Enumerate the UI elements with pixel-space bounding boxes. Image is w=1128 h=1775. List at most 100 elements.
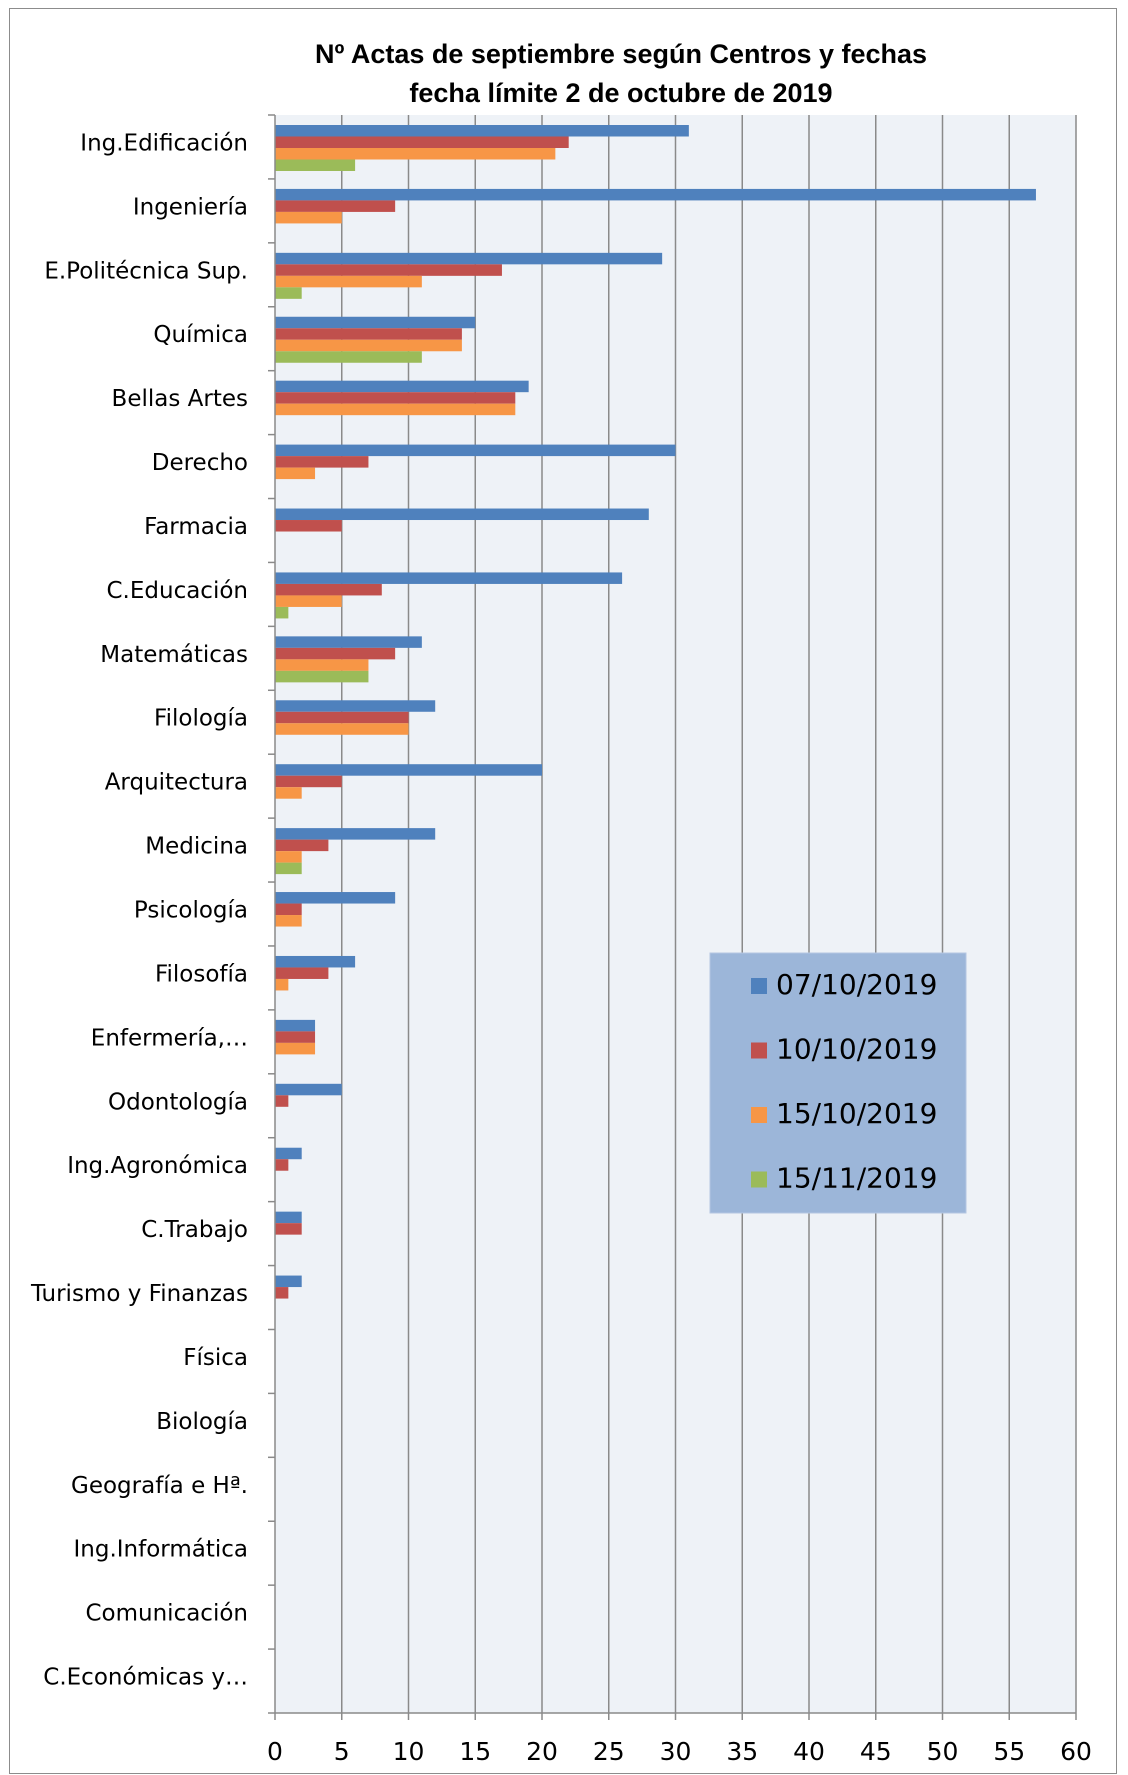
category-label: Bellas Artes [112, 386, 248, 412]
x-tick-labels: 0 5 10 15 20 25 30 35 40 45 50 55 60 [267, 1737, 1092, 1766]
bar [275, 339, 462, 352]
bar [275, 316, 476, 329]
category-label: Física [183, 1345, 248, 1371]
legend-swatch [751, 1107, 767, 1123]
bar [275, 1042, 316, 1055]
x-tick-label: 5 [334, 1737, 350, 1766]
category-label: C.Educación [106, 578, 248, 604]
bar [275, 903, 302, 916]
bar [275, 711, 409, 724]
bar [275, 444, 676, 457]
bar [275, 328, 462, 340]
x-tick-label: 40 [793, 1737, 825, 1766]
bar [275, 636, 422, 648]
legend-box [709, 952, 967, 1214]
legend-swatch [751, 1171, 767, 1188]
bar [275, 148, 556, 160]
x-tick-label: 60 [1060, 1737, 1092, 1766]
legend-swatch [751, 1042, 767, 1059]
chart-subtitle: fecha límite 2 de octubre de 2019 [409, 78, 832, 108]
x-tick-label: 0 [267, 1737, 283, 1766]
category-label: C.Económicas y… [43, 1665, 248, 1691]
bar [275, 967, 329, 979]
bars [275, 125, 1036, 1299]
bar [275, 252, 663, 265]
category-label: Derecho [152, 450, 248, 476]
bar [275, 647, 396, 660]
category-label: Farmacia [144, 514, 248, 540]
bar [275, 915, 302, 927]
category-label: Filosofía [155, 961, 248, 987]
category-label: Enfermería,… [91, 1025, 248, 1051]
bar [275, 508, 649, 521]
bar [275, 125, 689, 137]
bar [275, 456, 369, 468]
bar [275, 211, 342, 224]
bar [275, 700, 436, 712]
category-label: Psicología [134, 898, 248, 924]
category-label: Odontología [108, 1089, 248, 1115]
bar [275, 892, 396, 904]
category-label: Ingeniería [133, 194, 248, 220]
legend-label: 15/11/2019 [776, 1162, 937, 1195]
x-tick-label: 20 [526, 1737, 558, 1766]
bar [275, 1083, 342, 1096]
bar [275, 787, 302, 799]
chart-title: Nº Actas de septiembre según Centros y f… [315, 39, 927, 69]
x-tick-label: 30 [660, 1737, 692, 1766]
bar [275, 264, 502, 276]
bar [275, 275, 422, 288]
legend-label: 07/10/2019 [776, 968, 937, 1001]
bar [275, 467, 316, 480]
x-tick-label: 15 [459, 1737, 491, 1766]
bar [275, 723, 409, 735]
x-tick-label: 50 [927, 1737, 959, 1766]
x-tick-label: 45 [860, 1737, 892, 1766]
bar [275, 136, 569, 148]
bar [275, 862, 302, 875]
axes [268, 114, 1077, 1720]
legend-swatch [751, 978, 767, 994]
category-label: C.Trabajo [141, 1217, 248, 1243]
bar [275, 520, 342, 532]
bar [275, 978, 289, 991]
bar [275, 159, 356, 171]
bar [275, 392, 516, 404]
category-label: Arquitectura [105, 770, 248, 796]
bar [275, 403, 516, 416]
bar [275, 1223, 302, 1235]
category-label: Turismo y Finanzas [30, 1281, 248, 1307]
bar [275, 583, 382, 596]
category-label: Ing.Agronómica [67, 1153, 248, 1179]
bar [275, 1275, 302, 1288]
category-label: Matemáticas [100, 642, 248, 668]
x-tick-label: 25 [593, 1737, 625, 1766]
x-tick-label: 10 [393, 1737, 425, 1766]
x-tick-label: 35 [726, 1737, 758, 1766]
bar [275, 1287, 289, 1299]
legend-label: 15/10/2019 [776, 1097, 937, 1130]
bar [275, 1019, 316, 1032]
bar [275, 1031, 316, 1043]
category-label: Filología [154, 706, 248, 732]
bar [275, 380, 529, 393]
bar [275, 839, 329, 852]
bar [275, 775, 342, 788]
bar [275, 955, 356, 968]
bar [275, 1159, 289, 1171]
bar [275, 764, 542, 776]
bar [275, 351, 422, 363]
category-label: Ing.Informática [74, 1537, 249, 1563]
gridlines [341, 115, 1077, 1713]
bar [275, 1095, 289, 1107]
legend: 07/10/2019 10/10/2019 15/10/2019 15/11/2019 [709, 952, 967, 1214]
bar [275, 659, 369, 671]
category-label: Biología [156, 1409, 248, 1435]
bar [275, 606, 289, 619]
category-label: Geografía e Hª. [71, 1473, 248, 1499]
bar [275, 851, 302, 863]
category-label: Medicina [145, 834, 248, 860]
bar [275, 287, 302, 299]
legend-label: 10/10/2019 [776, 1033, 937, 1066]
